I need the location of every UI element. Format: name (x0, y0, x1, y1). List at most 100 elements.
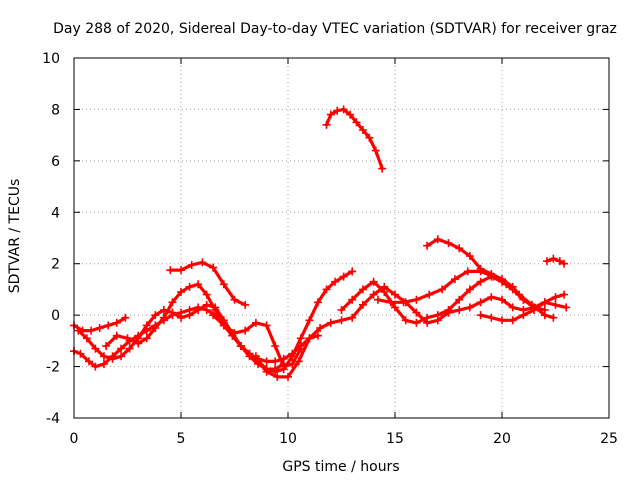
y-axis-label: SDTVAR / TECUs (7, 179, 23, 294)
data-point (194, 306, 203, 314)
data-point (508, 282, 517, 291)
data-point (230, 329, 239, 338)
data-point (433, 311, 442, 320)
data-point (187, 261, 196, 269)
data-point (305, 334, 314, 343)
data-point (185, 311, 194, 320)
data-point (348, 313, 357, 322)
data-point (294, 357, 303, 366)
data-point (331, 277, 340, 286)
data-point (551, 293, 560, 302)
data-point (562, 303, 571, 312)
data-point (399, 298, 408, 307)
data-point (487, 270, 496, 278)
data-point (279, 362, 288, 371)
data-point (230, 295, 239, 304)
data-point (168, 298, 177, 307)
data-point (95, 324, 104, 332)
y-tick-label: 0 (51, 308, 60, 324)
y-tick-label: -2 (46, 360, 60, 376)
data-point (262, 321, 271, 330)
data-point (108, 354, 117, 363)
data-point (358, 285, 367, 294)
data-point (425, 290, 434, 299)
x-axis-label: GPS time / hours (282, 459, 399, 475)
data-point (151, 311, 160, 320)
data-point (166, 266, 175, 275)
data-point (412, 295, 421, 304)
series-track-13 (542, 254, 569, 268)
series-line (545, 257, 566, 266)
data-point (209, 263, 218, 272)
data-point (476, 277, 485, 286)
data-point (185, 282, 194, 291)
data-point (313, 298, 322, 307)
data-point (348, 267, 357, 276)
data-point (378, 164, 387, 173)
data-point (333, 106, 342, 115)
data-point (412, 318, 421, 327)
data-point (465, 285, 474, 294)
data-point (455, 244, 464, 253)
data-point (262, 367, 271, 376)
data-point (142, 334, 151, 343)
data-point (423, 241, 432, 250)
data-point (498, 275, 506, 284)
data-point (112, 331, 121, 340)
series-line (324, 107, 384, 171)
x-tick-label: 25 (600, 431, 618, 447)
x-tick-label: 5 (177, 431, 186, 447)
data-point (530, 306, 539, 314)
data-point (241, 326, 250, 335)
data-point (339, 272, 348, 281)
data-point (245, 349, 254, 358)
data-point (549, 254, 558, 263)
data-point (177, 313, 185, 322)
series-track-8 (322, 105, 387, 173)
data-point (91, 344, 100, 353)
data-point (551, 300, 560, 309)
data-point (519, 311, 528, 320)
data-point (82, 334, 91, 343)
y-tick-label: 6 (51, 154, 60, 170)
data-point (99, 352, 108, 361)
data-point (391, 303, 399, 312)
data-point (219, 321, 228, 330)
y-tick-label: 8 (51, 102, 60, 118)
data-point (84, 357, 93, 366)
series-line (211, 313, 303, 369)
data-point (358, 300, 367, 309)
y-tick-labels: -4 -2 0 2 4 6 8 10 (42, 51, 60, 427)
x-tick-labels: 0 5 10 15 20 25 (70, 431, 618, 447)
data-point (369, 290, 378, 299)
data-point (549, 313, 558, 322)
data-point (476, 311, 485, 320)
grid-lines (74, 58, 609, 418)
data-point (198, 258, 207, 267)
data-point (487, 313, 496, 322)
data-point (102, 342, 111, 350)
data-point (371, 146, 380, 155)
data-point (540, 298, 549, 307)
data-point (87, 326, 96, 335)
data-point (386, 298, 395, 307)
data-point (455, 306, 464, 314)
data-point (423, 313, 432, 322)
data-point (380, 288, 389, 296)
series-track-6 (209, 311, 305, 371)
y-tick-label: 4 (51, 205, 60, 221)
series-line (104, 269, 354, 374)
data-point (322, 120, 331, 129)
data-point (251, 352, 260, 361)
data-point (337, 316, 346, 325)
data-point (134, 339, 143, 348)
data-point (219, 280, 228, 289)
data-point (316, 324, 325, 332)
data-point (74, 326, 83, 335)
data-point (159, 313, 168, 322)
data-point (142, 321, 151, 330)
data-point (519, 295, 528, 304)
data-point (498, 316, 506, 325)
data-point (444, 239, 453, 248)
